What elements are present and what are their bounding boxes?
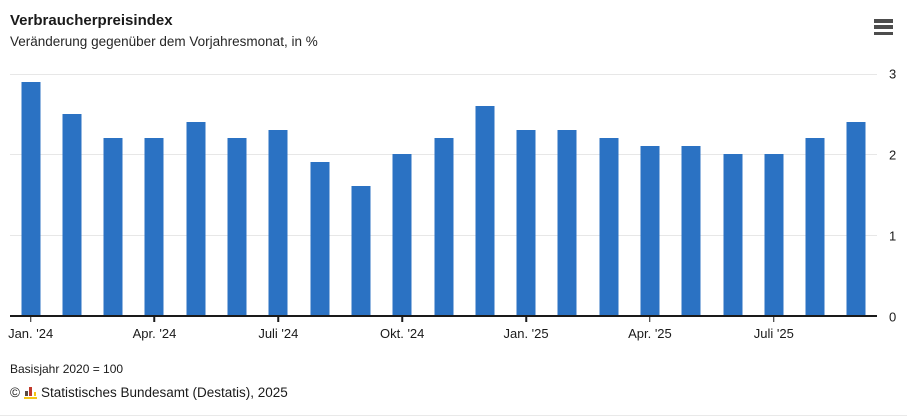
x-tick <box>649 317 651 322</box>
y-tick-label-0: 0 <box>889 309 897 325</box>
bar-Aug. '25[interactable] <box>805 138 825 315</box>
y-axis: 0 1 2 3 <box>877 68 907 324</box>
copyright-text: Statistisches Bundesamt (Destatis), 2025 <box>40 385 288 400</box>
x-axis: Jan. '24 Apr. '24 Juli '24 Okt. '24 Jan. '25… <box>8 317 877 347</box>
bar-März '24[interactable] <box>103 138 123 315</box>
logo-bar-dark <box>24 391 28 396</box>
bar-Okt. '24[interactable] <box>392 154 412 315</box>
bar-Apr. '25[interactable] <box>640 146 660 315</box>
plot-area <box>10 74 877 317</box>
bar-Juni '24[interactable] <box>227 138 247 315</box>
footnote: Basisjahr 2020 = 100 <box>10 362 124 376</box>
x-tick-label: Okt. '24 <box>380 326 425 341</box>
bar-Dez. '24[interactable] <box>475 106 495 315</box>
bar-Mai '25[interactable] <box>681 146 701 315</box>
x-tick-label: Apr. '24 <box>132 326 177 341</box>
bar-Juli '25[interactable] <box>764 154 784 315</box>
bar-Sep. '25[interactable] <box>846 122 866 315</box>
hamburger-menu-icon[interactable] <box>874 19 893 35</box>
x-tick <box>277 317 280 322</box>
x-tick <box>773 317 775 322</box>
page-title: Verbraucherpreisindex <box>10 12 173 29</box>
gridline-3 <box>10 74 877 75</box>
x-tick <box>401 317 403 322</box>
chart-subtitle: Veränderung gegenüber dem Vorjahresmonat… <box>10 34 318 49</box>
bar-Jan. '25[interactable] <box>516 130 536 315</box>
destatis-logo-icon <box>23 386 37 399</box>
menu-bar <box>874 31 893 35</box>
y-tick-label-2: 2 <box>889 147 897 163</box>
x-tick-label: Apr. '25 <box>628 326 672 341</box>
bar-Juli '24[interactable] <box>268 130 288 315</box>
bar-Aug. '24[interactable] <box>310 162 330 315</box>
copyright-line: © Statistisches Bundesamt (Destatis), 20… <box>10 385 288 400</box>
bar-Mai '24[interactable] <box>186 122 206 315</box>
bar-Nov. '24[interactable] <box>434 138 453 315</box>
logo-baseline <box>23 397 37 399</box>
x-tick-label: Jan. '25 <box>503 326 549 341</box>
logo-bar-gold <box>33 392 37 396</box>
bar-Apr. '24[interactable] <box>144 138 164 315</box>
x-tick <box>29 317 32 322</box>
y-tick-label-1: 1 <box>889 228 897 244</box>
y-tick-label-3: 3 <box>889 66 897 82</box>
bar-März '25[interactable] <box>599 138 619 315</box>
bar-Sep. '24[interactable] <box>351 186 371 315</box>
x-tick-label: Juli '25 <box>753 326 794 341</box>
x-tick-label: Juli '24 <box>258 326 299 341</box>
bar-Jan. '24[interactable] <box>21 82 41 315</box>
x-tick-label: Jan. '24 <box>8 326 54 341</box>
copyright-symbol: © <box>10 385 20 400</box>
bar-Feb. '24[interactable] <box>62 114 82 315</box>
bar-Juni '25[interactable] <box>723 154 742 315</box>
bar-Feb. '25[interactable] <box>557 130 577 315</box>
menu-bar <box>874 25 893 29</box>
x-tick <box>153 317 156 322</box>
x-tick <box>525 317 527 322</box>
logo-bar-red <box>29 387 33 396</box>
menu-bar <box>874 19 893 23</box>
logo-bars <box>24 386 37 396</box>
